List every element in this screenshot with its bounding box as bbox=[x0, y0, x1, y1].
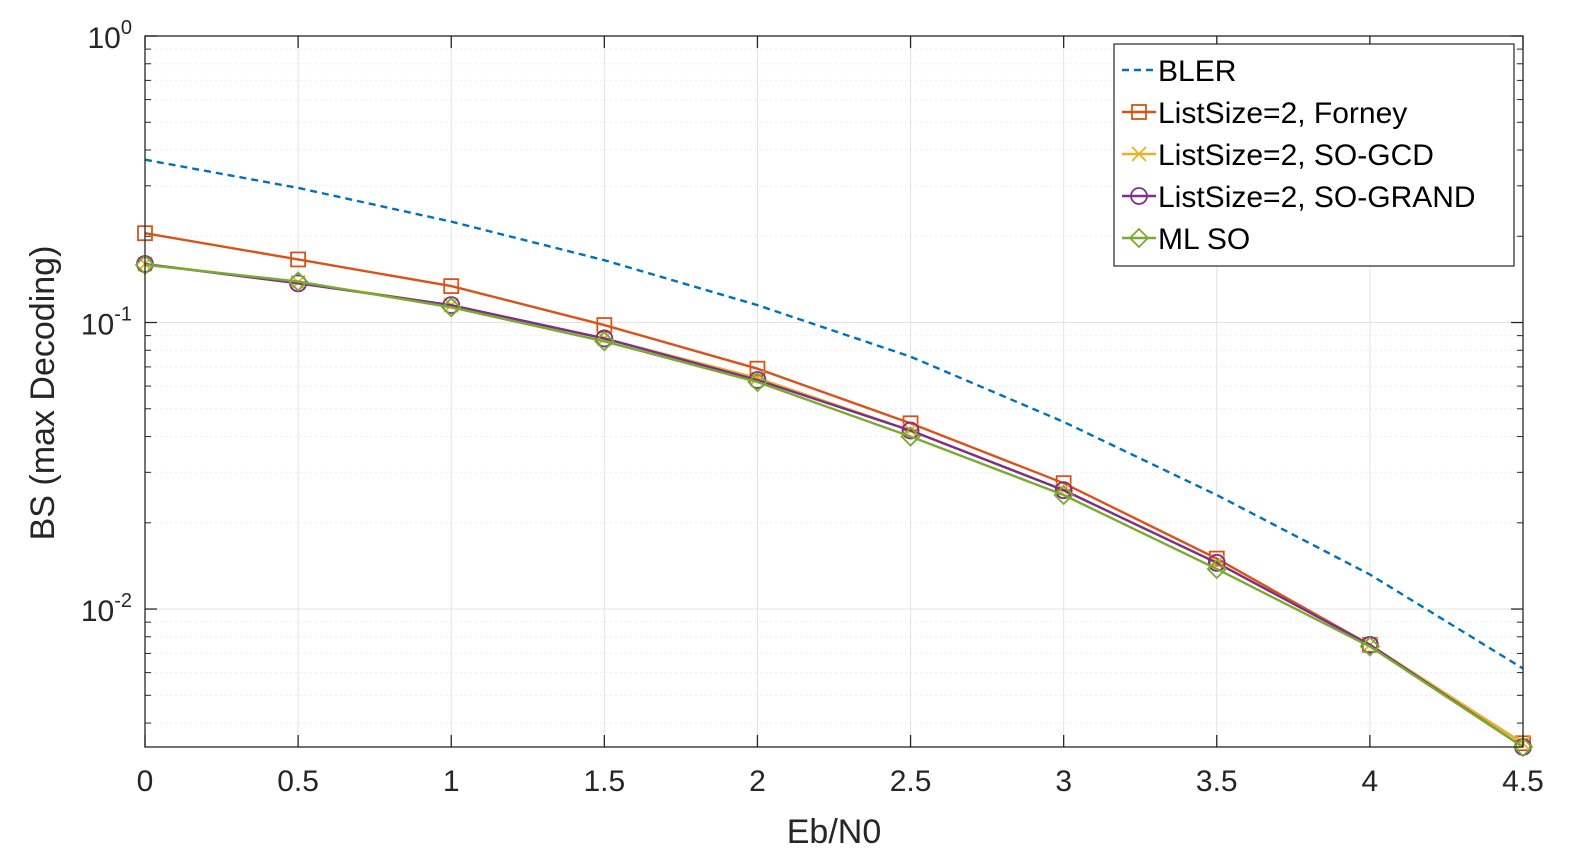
data-point bbox=[290, 251, 307, 268]
data-point bbox=[1054, 481, 1073, 500]
y-tick-exponent: -1 bbox=[114, 304, 132, 326]
legend-item: ML SO bbox=[1122, 223, 1250, 256]
plot-frame bbox=[144, 35, 1524, 748]
data-point bbox=[1207, 553, 1226, 572]
y-tick-exponent: -2 bbox=[114, 590, 132, 612]
y-axis-title: BS (max Decoding) bbox=[24, 246, 62, 541]
x-tick-label: 0 bbox=[137, 765, 154, 798]
legend-item: ListSize=2, SO-GCD bbox=[1122, 139, 1434, 172]
series-line bbox=[144, 263, 1524, 749]
data-point bbox=[1512, 736, 1534, 758]
legend-label: ML SO bbox=[1158, 223, 1250, 256]
legend-label: BLER bbox=[1158, 55, 1236, 88]
x-tick-label: 4 bbox=[1362, 765, 1379, 798]
legend-item: ListSize=2, Forney bbox=[1122, 97, 1407, 130]
legend-label: ListSize=2, SO-GRAND bbox=[1158, 181, 1476, 214]
series-line bbox=[144, 158, 1524, 670]
data-point bbox=[749, 360, 766, 377]
data-point bbox=[1053, 484, 1074, 506]
legend-box bbox=[1113, 43, 1515, 267]
data-point bbox=[901, 421, 920, 440]
data-point bbox=[1206, 558, 1228, 580]
legend-marker bbox=[1131, 146, 1147, 162]
series-line bbox=[144, 232, 1524, 745]
series-0 bbox=[144, 158, 1524, 670]
x-tick-label: 3.5 bbox=[1196, 765, 1238, 798]
y-tick-exponent: 0 bbox=[121, 17, 132, 39]
x-axis-title: Eb/N0 bbox=[787, 813, 882, 851]
x-tick-label: 2 bbox=[749, 765, 766, 798]
x-tick-label: 3 bbox=[1055, 765, 1072, 798]
data-point bbox=[900, 426, 921, 447]
x-tick-label: 1.5 bbox=[583, 765, 625, 798]
series-layer bbox=[134, 158, 1534, 758]
y-tick-base: 10 bbox=[81, 309, 114, 342]
data-point bbox=[594, 331, 615, 352]
x-tick-label: 4.5 bbox=[1502, 765, 1544, 798]
data-point bbox=[287, 271, 309, 292]
legend-marker bbox=[1131, 104, 1147, 120]
data-point bbox=[1359, 636, 1381, 657]
x-tick-label: 2.5 bbox=[890, 765, 932, 798]
data-point bbox=[443, 278, 460, 295]
y-tick-base: 10 bbox=[81, 595, 114, 628]
legend-item: ListSize=2, SO-GRAND bbox=[1122, 181, 1476, 214]
y-tick-label: 100 bbox=[88, 17, 133, 55]
x-tick-labels: 0 0.5 1 1.5 2 2.5 3 3.5 4 4.5 bbox=[137, 765, 1544, 798]
legend-label: ListSize=2, SO-GCD bbox=[1158, 139, 1434, 172]
x-tick-label: 1 bbox=[443, 765, 460, 798]
x-tick-label: 0.5 bbox=[277, 765, 319, 798]
y-tick-label: 10-1 bbox=[81, 304, 132, 342]
legend-label: ListSize=2, Forney bbox=[1158, 97, 1407, 130]
legend-marker bbox=[1130, 187, 1148, 205]
data-point bbox=[747, 371, 768, 393]
y-tick-label: 10-2 bbox=[81, 590, 132, 628]
legend-item: BLER bbox=[1122, 55, 1236, 88]
data-point bbox=[440, 297, 462, 318]
y-tick-base: 10 bbox=[88, 22, 121, 55]
legend-marker bbox=[1128, 227, 1150, 249]
legend: BLER ListSize=2, Forney ListSize=2, SO-GCD… bbox=[1113, 43, 1515, 267]
